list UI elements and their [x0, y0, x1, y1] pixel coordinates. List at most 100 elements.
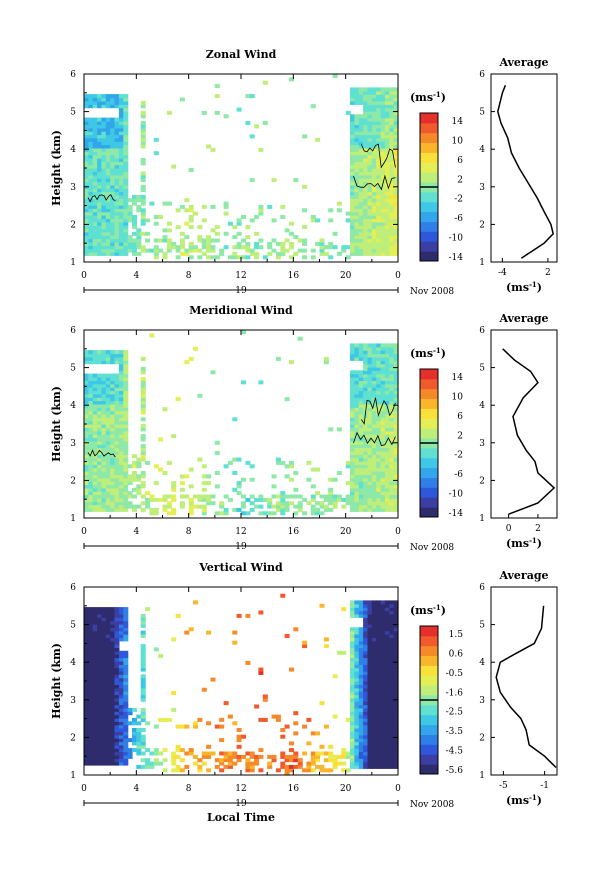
heatmap-cell: [97, 724, 103, 729]
heatmap-cell: [371, 151, 377, 156]
heatmap-cell: [371, 174, 377, 179]
heatmap-cell: [92, 231, 98, 236]
heatmap-cell: [88, 137, 94, 142]
heatmap-cell: [118, 487, 124, 492]
heatmap-cell: [358, 634, 364, 638]
heatmap-cell: [393, 437, 399, 442]
heatmap-cell: [97, 164, 103, 169]
heatmap-cell: [92, 390, 98, 395]
heatmap-cell: [275, 251, 281, 256]
heatmap-cell: [123, 627, 129, 632]
heatmap-cell: [384, 657, 390, 662]
heatmap-cell: [393, 410, 399, 415]
heatmap-cell: [105, 748, 111, 753]
heatmap-cell: [367, 248, 373, 253]
heatmap-cell: [358, 407, 364, 412]
heatmap-cell: [384, 215, 390, 219]
colorbar-unit: (ms-1): [410, 603, 446, 617]
heatmap-cell: [284, 228, 290, 233]
heatmap-cell: [371, 450, 377, 455]
heatmap-cell: [110, 127, 116, 132]
heatmap-cell: [389, 707, 395, 712]
heatmap-cell: [97, 630, 103, 635]
heatmap-cell: [105, 191, 111, 196]
heatmap-cell: [315, 501, 321, 506]
heatmap-cell: [101, 724, 107, 729]
heatmap-cell: [97, 100, 103, 105]
heatmap-cell: [323, 637, 329, 642]
heatmap-cell: [101, 161, 107, 166]
heatmap-cell: [350, 424, 355, 428]
heatmap-cell: [92, 387, 98, 392]
heatmap-cell: [153, 221, 159, 226]
heatmap-cell: [363, 164, 369, 169]
heatmap-cell: [376, 363, 382, 368]
heatmap-cell: [363, 487, 369, 492]
heatmap-cell: [380, 620, 386, 625]
heatmap-cell: [88, 248, 94, 253]
heatmap-cell: [118, 454, 124, 459]
heatmap-cell: [118, 650, 124, 655]
heatmap-cell: [114, 413, 120, 418]
heatmap-cell: [358, 100, 364, 105]
panel-title: Meridional Wind: [189, 304, 293, 317]
heatmap-cell: [376, 430, 382, 435]
heatmap-cell: [289, 245, 294, 250]
heatmap-cell: [389, 218, 395, 223]
heatmap-cell: [84, 194, 89, 199]
heatmap-cell: [376, 464, 382, 469]
heatmap-cell: [393, 617, 399, 622]
heatmap-cell: [118, 474, 124, 479]
heatmap-cell: [350, 397, 355, 402]
heatmap-cell: [123, 751, 129, 756]
heatmap-cell: [350, 494, 355, 499]
heatmap-cell: [384, 754, 390, 759]
y-tick-label: 1: [70, 258, 76, 268]
heatmap-cell: [92, 724, 98, 729]
heatmap-cell: [363, 434, 369, 439]
heatmap-cell: [384, 623, 390, 628]
heatmap-cell: [267, 764, 273, 769]
heatmap-cell: [140, 620, 146, 625]
heatmap-cell: [101, 377, 107, 381]
profile-y-tick-label: 4: [479, 658, 485, 668]
heatmap-cell: [354, 211, 360, 216]
heatmap-cell: [389, 377, 395, 381]
heatmap-cell: [302, 241, 308, 246]
heatmap-cell: [384, 707, 390, 712]
heatmap-cell: [389, 748, 395, 753]
colorbar-swatch: [420, 675, 438, 686]
heatmap-cell: [92, 684, 98, 689]
heatmap-cell: [97, 141, 103, 146]
heatmap-cell: [389, 617, 395, 622]
heatmap-cell: [302, 238, 308, 243]
heatmap-cell: [114, 124, 120, 129]
y-tick-label: 2: [70, 733, 76, 743]
heatmap-cell: [101, 613, 107, 618]
heatmap-cell: [92, 427, 98, 432]
heatmap-cell: [97, 613, 103, 618]
heatmap-cell: [110, 634, 116, 638]
heatmap-cell: [110, 707, 116, 712]
heatmap-cell: [118, 751, 124, 756]
heatmap-cell: [140, 630, 146, 635]
heatmap-cell: [114, 744, 120, 749]
heatmap-cell: [367, 225, 373, 230]
heatmap-cell: [201, 251, 207, 256]
heatmap-cell: [92, 484, 98, 489]
heatmap-cell: [258, 380, 264, 385]
heatmap-cell: [88, 164, 94, 169]
heatmap-cell: [97, 491, 103, 496]
heatmap-cell: [179, 241, 185, 246]
heatmap-cell: [350, 477, 355, 482]
heatmap-cell: [105, 613, 111, 618]
heatmap-cell: [88, 377, 94, 381]
heatmap-cell: [118, 437, 124, 442]
heatmap-cell: [350, 721, 355, 726]
heatmap-cell: [127, 474, 133, 479]
heatmap-cell: [393, 413, 399, 418]
heatmap-cell: [118, 377, 124, 381]
heatmap-cell: [380, 225, 386, 230]
heatmap-cell: [97, 221, 103, 226]
heatmap-cell: [354, 687, 360, 692]
